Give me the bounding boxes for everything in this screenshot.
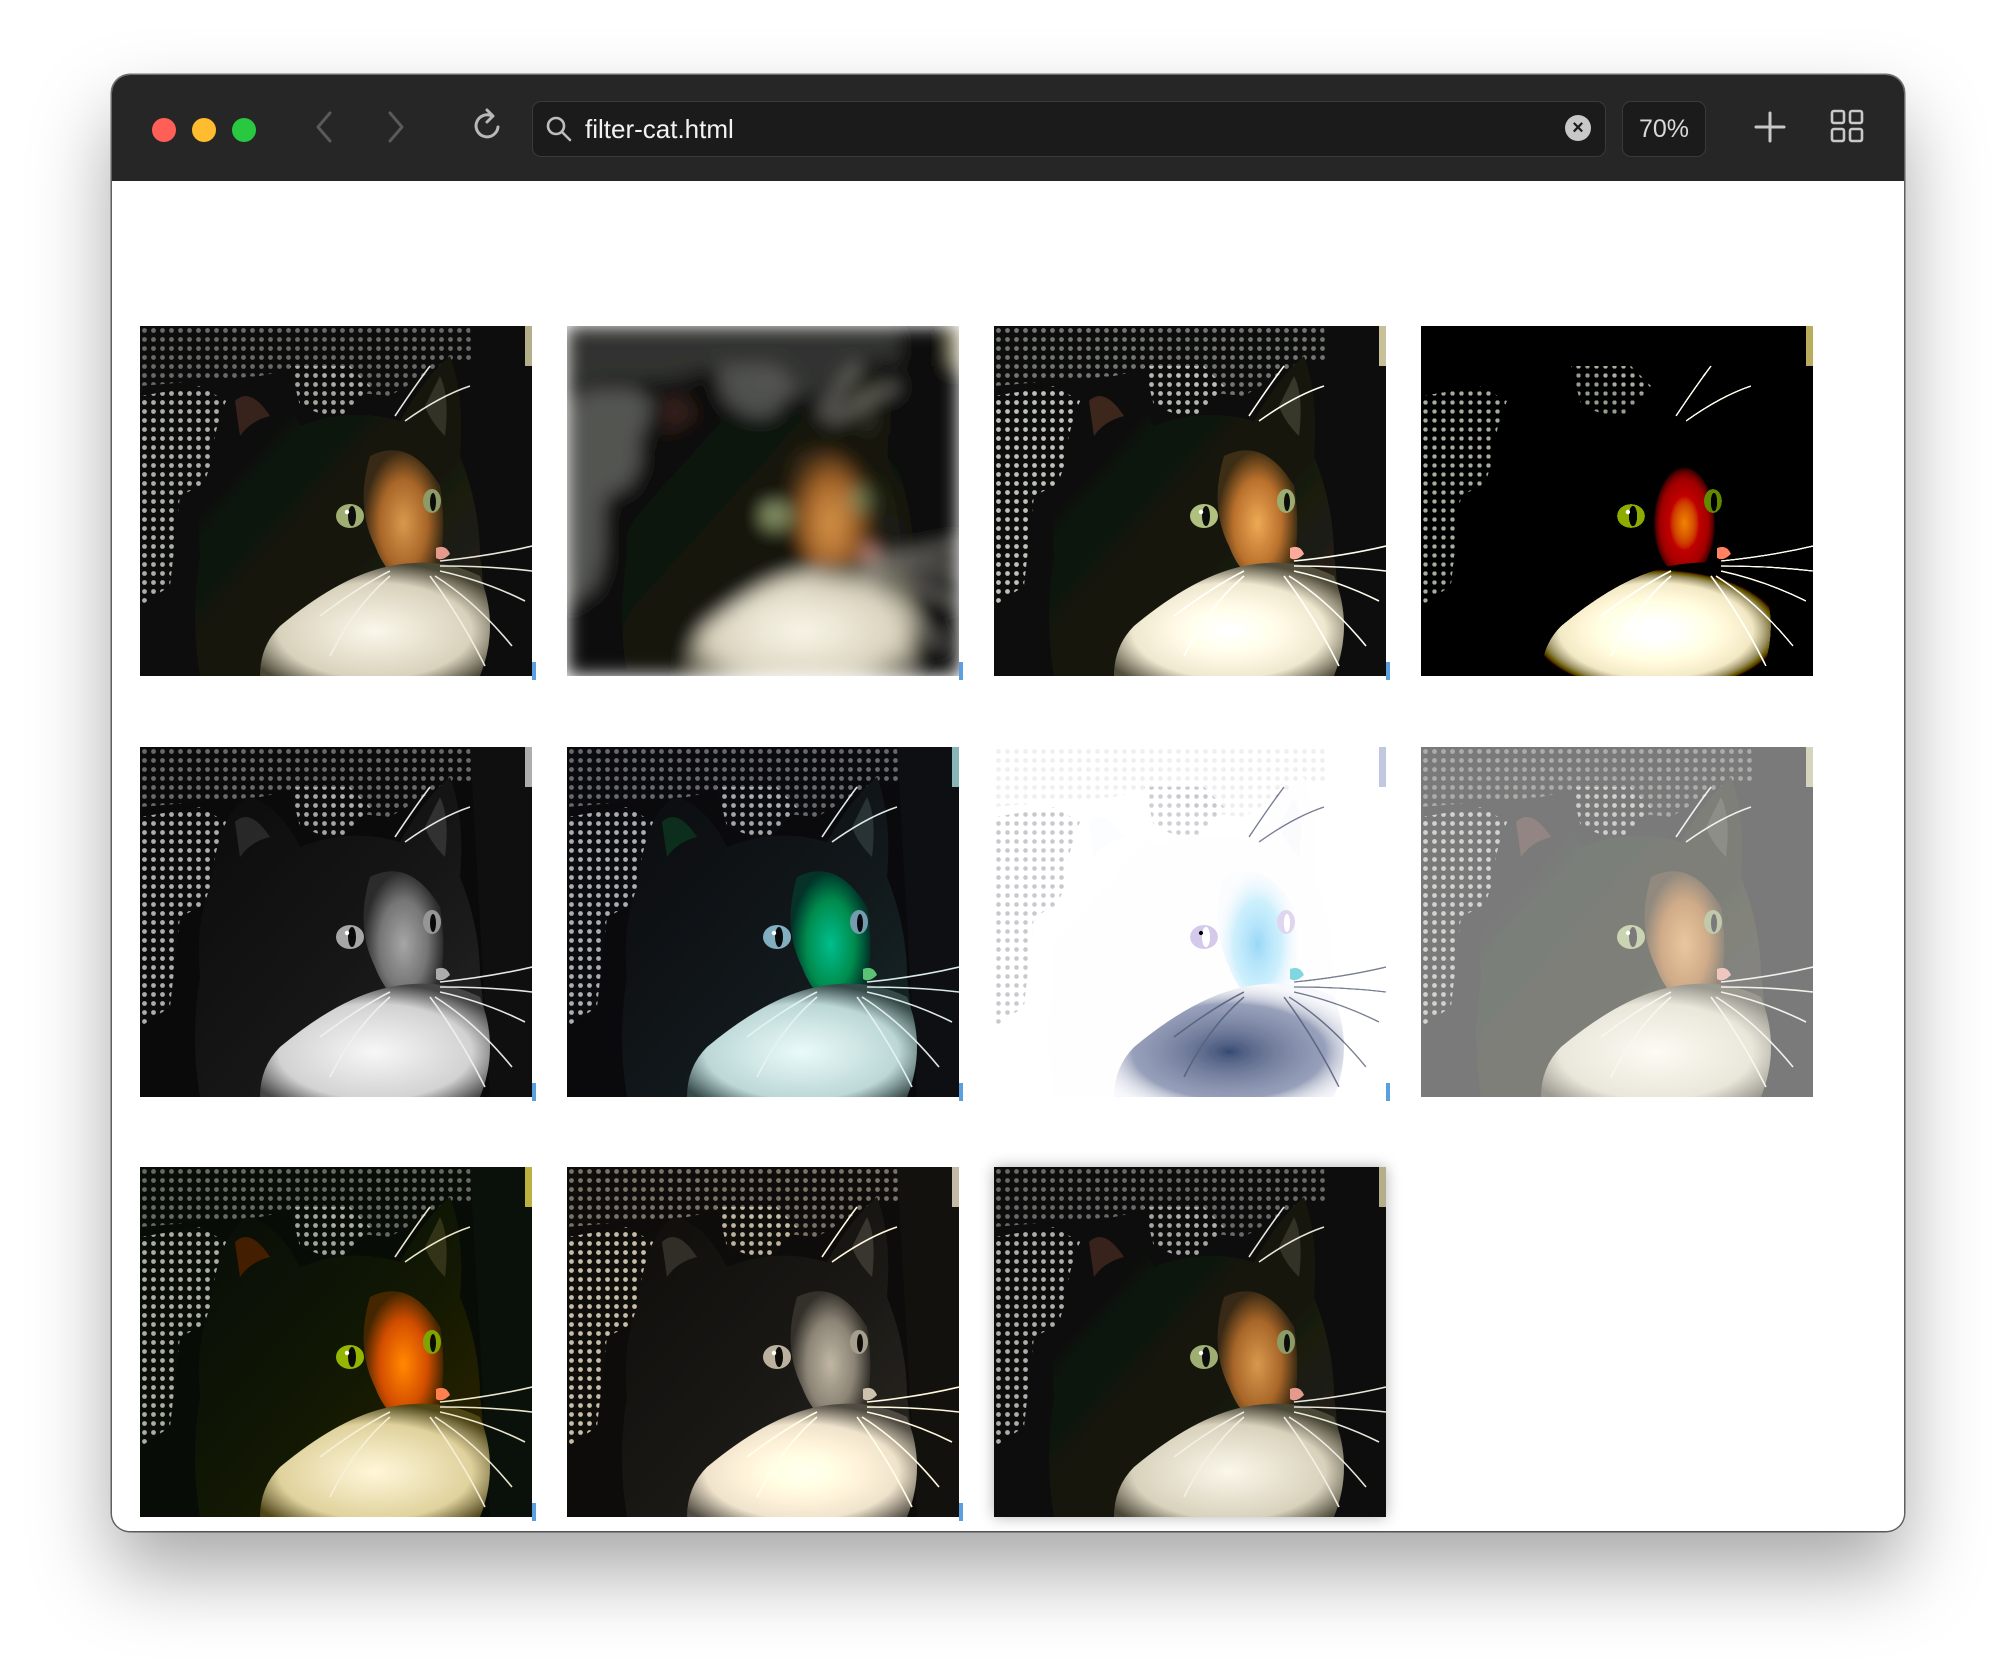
resize-handle[interactable] xyxy=(959,1503,963,1521)
cat-image-grayscale xyxy=(140,747,532,1097)
cat-photo xyxy=(1421,326,1813,676)
cat-photo xyxy=(140,1167,532,1517)
browser-toolbar: filter-cat.html × 70% xyxy=(112,75,1904,182)
chevron-right-icon[interactable] xyxy=(384,107,408,147)
cat-photo xyxy=(994,747,1386,1097)
cat-image-sepia xyxy=(567,1167,959,1517)
cat-image-hue-rotate xyxy=(567,747,959,1097)
cat-photo xyxy=(567,747,959,1097)
zoom-level[interactable]: 70% xyxy=(1622,101,1706,157)
grid-icon[interactable] xyxy=(1830,108,1864,144)
cat-image-brightness xyxy=(994,326,1386,676)
cat-photo xyxy=(994,1167,1386,1517)
resize-handle[interactable] xyxy=(532,1083,536,1101)
clear-icon[interactable]: × xyxy=(1565,115,1591,141)
cat-photo xyxy=(140,326,532,676)
resize-handle[interactable] xyxy=(959,1083,963,1101)
resize-handle[interactable] xyxy=(1386,662,1390,680)
resize-handle[interactable] xyxy=(959,662,963,680)
cat-photo xyxy=(567,1167,959,1517)
close-window-button[interactable] xyxy=(152,118,176,142)
cat-image-blur xyxy=(567,326,959,676)
maximize-window-button[interactable] xyxy=(232,118,256,142)
cat-photo xyxy=(994,326,1386,676)
cat-image-saturate xyxy=(140,1167,532,1517)
resize-handle[interactable] xyxy=(532,1503,536,1521)
chevron-left-icon[interactable] xyxy=(312,107,336,147)
plus-icon[interactable] xyxy=(1752,107,1788,147)
cat-image-contrast xyxy=(1421,326,1813,676)
cat-photo xyxy=(1421,747,1813,1097)
resize-handle[interactable] xyxy=(1386,1083,1390,1101)
cat-photo xyxy=(140,747,532,1097)
cat-image-invert xyxy=(994,747,1386,1097)
resize-handle[interactable] xyxy=(532,662,536,680)
cat-image-opacity xyxy=(1421,747,1813,1097)
url-text[interactable]: filter-cat.html xyxy=(585,114,734,144)
cat-image-none xyxy=(140,326,532,676)
minimize-window-button[interactable] xyxy=(192,118,216,142)
browser-window: filter-cat.html × 70% xyxy=(112,75,1904,1531)
reload-icon[interactable] xyxy=(470,105,506,145)
cat-image-drop-shadow xyxy=(994,1167,1386,1517)
search-icon xyxy=(546,116,572,142)
cat-photo xyxy=(567,326,959,676)
page-content xyxy=(112,181,1904,1531)
address-bar[interactable]: filter-cat.html × xyxy=(532,101,1606,157)
